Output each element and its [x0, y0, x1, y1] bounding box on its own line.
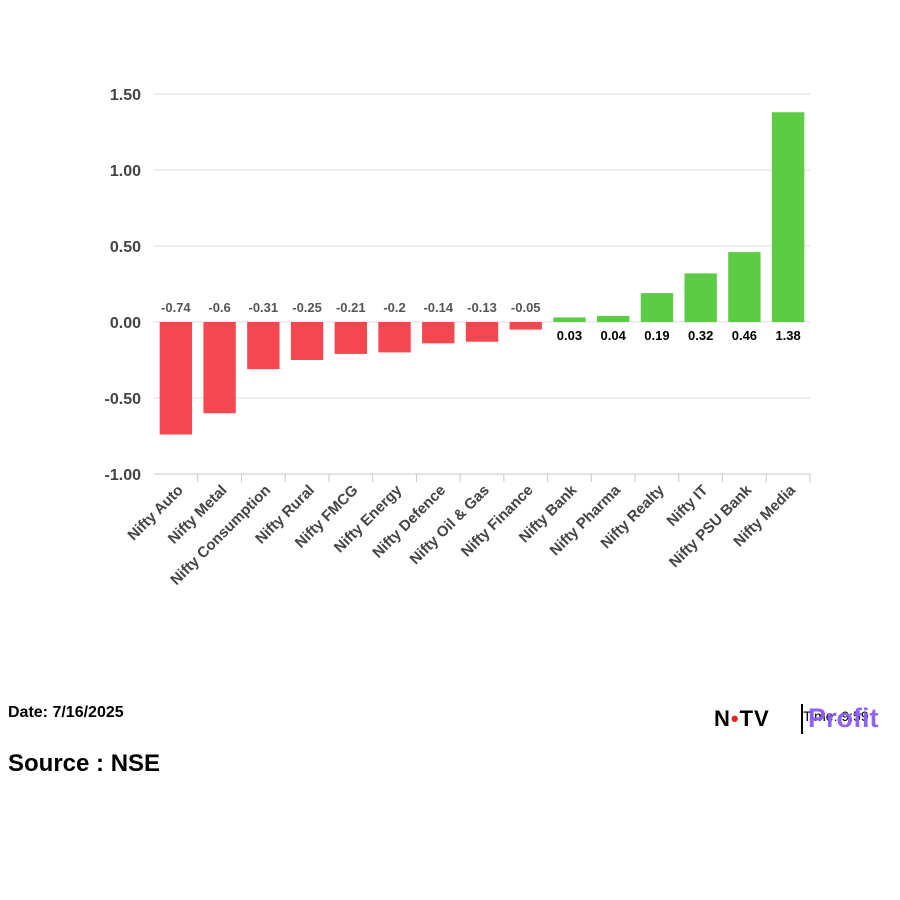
y-tick-label: -1.00 — [105, 467, 142, 484]
data-label: 0.03 — [557, 328, 582, 343]
data-label: -0.6 — [208, 300, 230, 315]
bar-chart: 1.50 1.00 0.50 0.00 -0.50 -1.00 Nifty AutoNif… — [105, 87, 811, 589]
y-tick-label: 0.50 — [110, 239, 141, 256]
y-tick-label: 1.50 — [110, 87, 141, 104]
data-label: 0.46 — [732, 328, 757, 343]
ndtv-profit-logo: N•TV Time: 9:59 Profit — [714, 702, 894, 736]
bars — [159, 112, 805, 435]
data-label: 0.32 — [688, 328, 713, 343]
y-tick-label: -0.50 — [105, 391, 142, 408]
y-tick-label: 1.00 — [110, 163, 141, 180]
data-label: -0.2 — [383, 300, 405, 315]
bar — [509, 322, 542, 330]
data-label: -0.21 — [336, 300, 366, 315]
time-label: Time: 9:59 — [803, 708, 869, 724]
bar — [290, 322, 324, 360]
data-label: 0.04 — [601, 328, 627, 343]
bar — [728, 252, 761, 322]
bar — [247, 322, 280, 370]
data-label: 0.19 — [644, 328, 669, 343]
y-axis: 1.50 1.00 0.50 0.00 -0.50 -1.00 — [105, 87, 142, 484]
bar — [771, 112, 805, 323]
bar — [553, 317, 586, 322]
bar — [378, 322, 411, 353]
data-label: -0.05 — [511, 300, 541, 315]
profit-wordmark: Profit — [808, 703, 879, 733]
logo-divider — [801, 704, 803, 734]
data-label: -0.74 — [161, 300, 191, 315]
bar — [334, 322, 367, 354]
data-label: -0.13 — [467, 300, 497, 315]
date-label: Date: 7/16/2025 — [8, 704, 124, 721]
data-label: 1.38 — [775, 328, 800, 343]
bar — [684, 273, 717, 322]
data-label: -0.25 — [292, 300, 322, 315]
bar — [465, 322, 499, 342]
y-tick-label: 0.00 — [110, 315, 141, 332]
ndtv-wordmark: N•TV — [714, 706, 770, 731]
bar — [203, 322, 236, 414]
bar — [597, 315, 630, 322]
x-tick-label: Nifty Oil & Gas — [407, 482, 493, 568]
bar — [159, 322, 193, 435]
source-label: Source : NSE — [8, 750, 161, 777]
data-labels: -0.74 -0.6 -0.31 -0.25 -0.21 -0.2 -0.14 -0.13 -0… — [161, 300, 801, 343]
data-label: -0.31 — [249, 300, 279, 315]
data-label: -0.14 — [423, 300, 453, 315]
bar — [640, 293, 674, 322]
bar — [422, 322, 455, 344]
